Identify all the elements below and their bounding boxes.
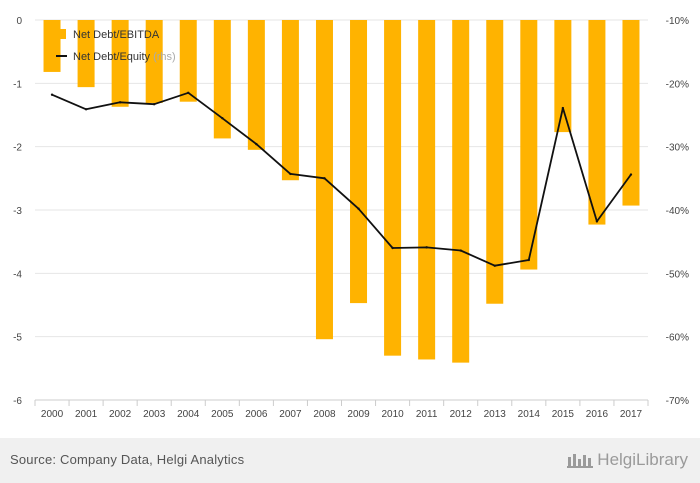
bar: [622, 20, 640, 206]
footer: Source: Company Data, Helgi Analytics He…: [0, 438, 700, 483]
bar: [111, 20, 129, 107]
line-point: [118, 101, 122, 104]
x-tick-label: 2003: [143, 409, 166, 420]
bar: [384, 20, 402, 356]
line-point: [152, 103, 156, 106]
line-point: [459, 249, 462, 252]
line-point: [357, 207, 360, 210]
bars: [43, 20, 640, 363]
right-tick-label: -50%: [666, 269, 689, 280]
bar: [145, 20, 163, 103]
x-tick-label: 2009: [347, 409, 370, 420]
line-point: [84, 108, 88, 111]
line-point: [629, 173, 633, 176]
right-tick-label: -20%: [666, 79, 689, 90]
bar: [179, 20, 197, 102]
right-tick-label: -30%: [666, 143, 689, 154]
line-point: [391, 246, 394, 250]
x-tick-label: 2013: [484, 409, 507, 420]
left-tick-label: -2: [13, 143, 22, 154]
bar: [418, 20, 436, 360]
bar: [213, 20, 231, 139]
x-tick-label: 2010: [381, 409, 404, 420]
bar: [486, 20, 504, 304]
brand-name: HelgiLibrary: [597, 450, 688, 469]
library-icon: [567, 454, 594, 468]
line-point: [187, 91, 190, 95]
line-point: [561, 106, 565, 110]
bar: [77, 20, 95, 88]
legend-label-net-debt-ebitda: Net Debt/EBITDA: [73, 29, 160, 41]
left-tick-label: -3: [13, 206, 22, 217]
x-tick-label: 2014: [518, 409, 541, 420]
right-tick-label: -60%: [666, 333, 689, 344]
line-point: [425, 246, 428, 249]
line-point: [221, 116, 224, 120]
bar: [281, 20, 299, 181]
x-tick-label: 2000: [41, 409, 64, 420]
brand-logo[interactable]: HelgiLibrary: [567, 450, 688, 470]
line-point: [50, 93, 54, 96]
axes: 0 -1 -2 -3 -4 -5 -6 -10% -20% -30% -40% -50% -60% -70…: [13, 16, 689, 420]
bar: [43, 20, 61, 72]
x-tick-label: 2012: [450, 409, 473, 420]
bar: [554, 20, 572, 133]
line-net-debt-equity: [51, 91, 632, 267]
left-tick-label: -4: [13, 269, 22, 280]
line-series: [50, 91, 633, 267]
x-tick-label: 2007: [279, 409, 302, 420]
left-tick-label: -1: [13, 79, 22, 90]
line-point: [323, 177, 326, 180]
x-tick-label: 2005: [211, 409, 234, 420]
x-tick-label: 2004: [177, 409, 200, 420]
right-tick-label: -10%: [666, 16, 689, 27]
left-tick-label: -5: [13, 333, 22, 344]
x-tick-label: 2017: [620, 409, 643, 420]
x-tick-label: 2006: [245, 409, 268, 420]
x-tick-label: 2011: [416, 409, 438, 420]
bar: [520, 20, 538, 270]
x-tick-label: 2002: [109, 409, 132, 420]
x-tick-label: 2001: [75, 409, 98, 420]
x-tick-label: 2015: [552, 409, 575, 420]
line-point: [527, 258, 531, 262]
legend-label-net-debt-equity: Net Debt/Equity (rhs): [73, 51, 176, 63]
bar: [350, 20, 368, 304]
bar: [588, 20, 606, 225]
bar: [247, 20, 265, 150]
bar: [315, 20, 333, 340]
line-point: [493, 264, 496, 267]
line-point: [255, 142, 258, 146]
right-tick-label: -70%: [666, 396, 689, 407]
source-note: Source: Company Data, Helgi Analytics: [10, 452, 245, 467]
legend-swatch-net-debt-ebitda: [58, 29, 66, 39]
x-tick-label: 2008: [313, 409, 336, 420]
left-tick-label: -6: [13, 396, 22, 407]
x-tick-label: 2016: [586, 409, 609, 420]
right-tick-label: -40%: [666, 206, 689, 217]
line-point: [595, 220, 599, 223]
left-tick-label: 0: [16, 16, 22, 27]
legend: Net Debt/EBITDA Net Debt/Equity (rhs): [56, 29, 176, 63]
line-point: [289, 172, 292, 176]
bar: [452, 20, 470, 363]
